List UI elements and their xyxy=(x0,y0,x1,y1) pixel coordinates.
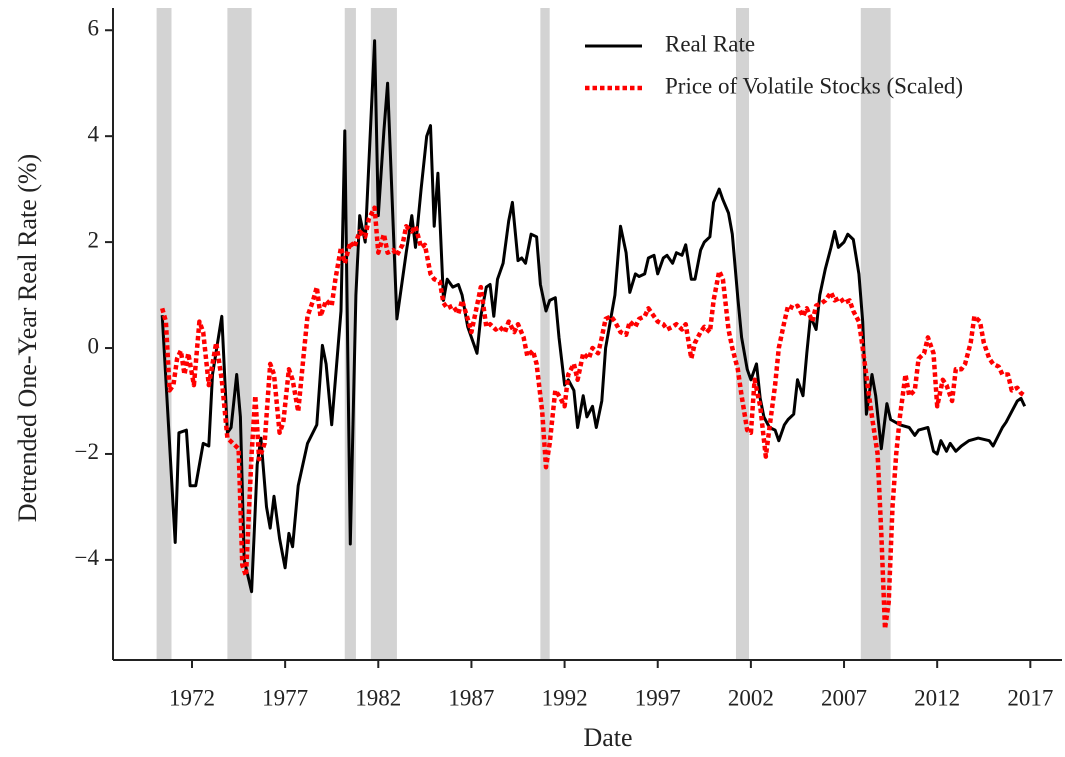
x-tick-label: 2012 xyxy=(914,685,960,710)
x-tick-label: 2017 xyxy=(1007,685,1053,710)
x-tick-label: 1992 xyxy=(542,685,588,710)
x-tick-label: 1987 xyxy=(448,685,494,710)
x-tick-label: 1972 xyxy=(169,685,215,710)
x-tick-label: 2002 xyxy=(728,685,774,710)
x-tick-label: 1977 xyxy=(262,685,308,710)
x-tick-label: 1997 xyxy=(635,685,681,710)
legend-label: Price of Volatile Stocks (Scaled) xyxy=(665,73,963,98)
y-tick-label: 2 xyxy=(88,227,100,252)
recession-band xyxy=(860,8,891,660)
y-tick-label: 6 xyxy=(88,16,100,41)
series-line xyxy=(160,205,1026,632)
x-axis-label: Date xyxy=(583,723,632,752)
y-tick-label: −4 xyxy=(75,545,100,570)
y-tick-label: −2 xyxy=(75,439,99,464)
recession-band xyxy=(540,8,550,660)
recession-band xyxy=(344,8,356,660)
legend-label: Real Rate xyxy=(665,31,755,56)
y-tick-label: 4 xyxy=(88,121,100,146)
y-tick-label: 0 xyxy=(88,333,100,358)
x-tick-label: 1982 xyxy=(355,685,401,710)
x-tick-label: 2007 xyxy=(821,685,867,710)
series-line xyxy=(160,39,1027,594)
y-axis-label: Detrended One-Year Real Rate (%) xyxy=(13,154,42,522)
